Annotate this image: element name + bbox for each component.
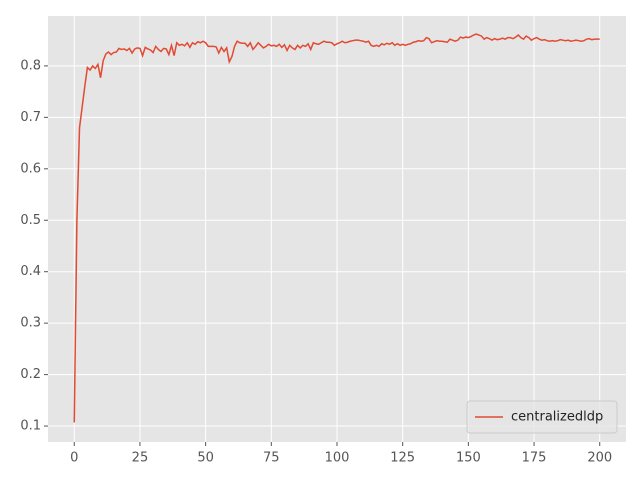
legend-label: centralizedldp [511,410,603,425]
x-tick-label: 200 [587,451,612,466]
x-tick-label: 50 [197,451,214,466]
y-tick-label: 0.1 [20,419,41,434]
legend: centralizedldp [466,400,618,434]
y-tick-label: 0.7 [20,110,41,125]
y-tick-label: 0.3 [20,316,41,331]
x-tick-label: 100 [325,451,350,466]
line-series [73,33,600,423]
y-tick-label: 0.2 [20,367,41,382]
x-tick-label: 150 [456,451,481,466]
y-tick-label: 0.4 [20,264,41,279]
x-tick-label: 25 [132,451,149,466]
legend-box [466,400,618,434]
x-tick-label: 125 [390,451,415,466]
x-tick-label: 75 [263,451,280,466]
y-tick-label: 0.6 [20,161,41,176]
x-tick-label: 175 [522,451,547,466]
y-tick-label: 0.8 [20,58,41,73]
y-tick-label: 0.5 [20,213,41,228]
x-tick-label: 0 [70,451,78,466]
